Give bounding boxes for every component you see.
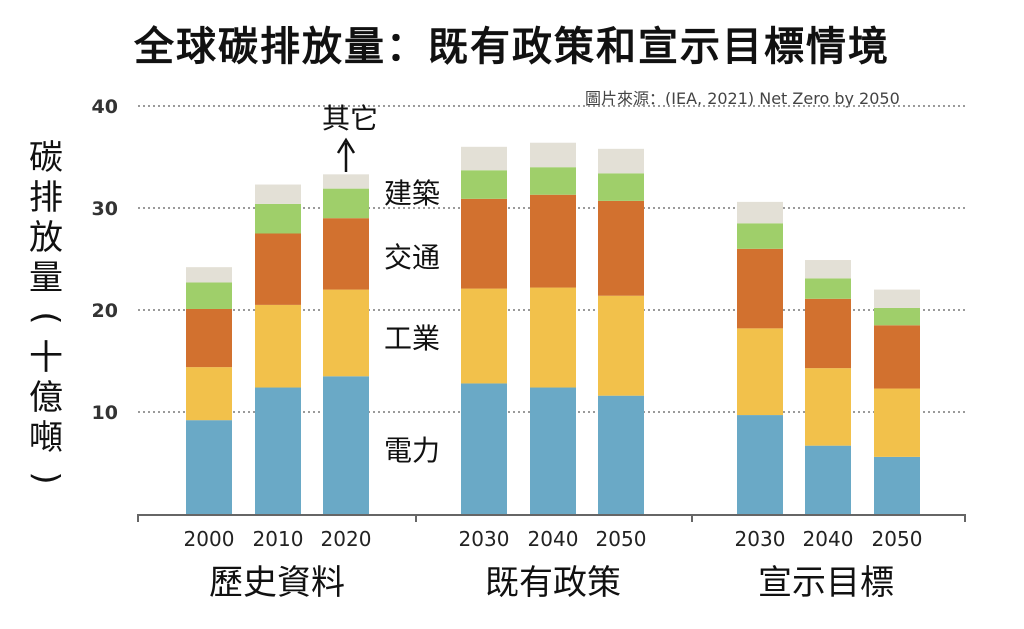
series-annotation: 電力 [384, 434, 440, 467]
bar-segment-電力 [461, 383, 507, 514]
x-tick-label: 2050 [872, 527, 923, 551]
bar-segment-交通 [530, 194, 576, 288]
x-tick-label: 2020 [321, 527, 372, 551]
bar-segment-電力 [530, 387, 576, 514]
bar-segment-交通 [874, 325, 920, 389]
source-note: 圖片來源：(IEA, 2021) Net Zero by 2050 [585, 89, 900, 108]
group-label: 既有政策 [485, 563, 621, 603]
series-annotation: 建築 [384, 177, 440, 210]
x-tick-label: 2040 [803, 527, 854, 551]
bar-segment-電力 [186, 420, 232, 514]
bar-segment-其它 [598, 148, 644, 174]
x-tick-label: 2050 [596, 527, 647, 551]
bar-segment-交通 [805, 298, 851, 369]
x-tick-label: 2010 [253, 527, 304, 551]
y-axis-label: 碳排放量(十億噸) [26, 138, 66, 498]
group-label: 歷史資料 [209, 563, 345, 603]
bar-segment-電力 [255, 387, 301, 514]
y-tick-label: 40 [92, 96, 118, 118]
bar-segment-交通 [186, 308, 232, 368]
bar-segment-建築 [737, 223, 783, 249]
series-annotation: 交通 [384, 241, 440, 274]
y-axis-label-char: 量 [29, 258, 63, 298]
bar-segment-工業 [461, 288, 507, 384]
bar-segment-建築 [186, 282, 232, 309]
bar-segment-建築 [323, 188, 369, 219]
bar-segment-電力 [737, 415, 783, 514]
y-axis-label-char: 排 [29, 178, 63, 218]
x-tick-label: 2030 [459, 527, 510, 551]
series-annotation: 其它 [322, 102, 378, 135]
x-tick-label: 2040 [528, 527, 579, 551]
bar-segment-工業 [737, 328, 783, 416]
bar-segment-其它 [255, 184, 301, 204]
y-axis-label-char: 放 [29, 218, 63, 258]
y-tick-label: 20 [92, 300, 118, 322]
bar-segment-交通 [461, 198, 507, 289]
bar-segment-工業 [530, 287, 576, 388]
y-axis-label-char: 億 [29, 378, 63, 418]
bar-segment-工業 [186, 367, 232, 421]
y-tick-label: 30 [92, 198, 118, 220]
bar-segment-工業 [323, 289, 369, 377]
bar-segment-交通 [598, 200, 644, 296]
bar-segment-交通 [323, 218, 369, 290]
bar-segment-建築 [255, 203, 301, 234]
bar-segment-其它 [461, 146, 507, 171]
y-tick-label: 10 [92, 402, 118, 424]
x-tick-label: 2000 [184, 527, 235, 551]
x-tick-label: 2030 [735, 527, 786, 551]
arrow-head-icon [336, 137, 356, 154]
bar-segment-其它 [323, 174, 369, 189]
bar-segment-電力 [598, 395, 644, 514]
chart-title: 全球碳排放量：既有政策和宣示目標情境 [134, 24, 890, 70]
y-axis-label-char: 十 [29, 338, 63, 378]
bar-segment-電力 [874, 456, 920, 514]
bar-segment-建築 [530, 167, 576, 195]
bar-segment-交通 [737, 248, 783, 329]
bar-segment-交通 [255, 233, 301, 305]
bar-segment-工業 [805, 368, 851, 446]
bar-segment-其它 [186, 267, 232, 283]
bar-segment-建築 [805, 278, 851, 299]
bar-segment-其它 [805, 260, 851, 279]
bar-segment-其它 [737, 201, 783, 224]
y-axis-label-char: 噸 [29, 418, 63, 458]
bar-segment-電力 [323, 376, 369, 514]
bar-segment-建築 [461, 170, 507, 199]
bar-segment-建築 [874, 307, 920, 326]
bar-segment-電力 [805, 445, 851, 514]
group-label: 宣示目標 [758, 563, 894, 603]
bar-segment-其它 [530, 142, 576, 168]
bar-segment-工業 [255, 304, 301, 388]
bar-segment-建築 [598, 173, 644, 201]
bar-segment-工業 [874, 388, 920, 457]
series-annotation: 工業 [384, 322, 440, 355]
bar-segment-工業 [598, 295, 644, 396]
y-axis-label-char: 碳 [29, 138, 63, 178]
bar-segment-其它 [874, 289, 920, 308]
